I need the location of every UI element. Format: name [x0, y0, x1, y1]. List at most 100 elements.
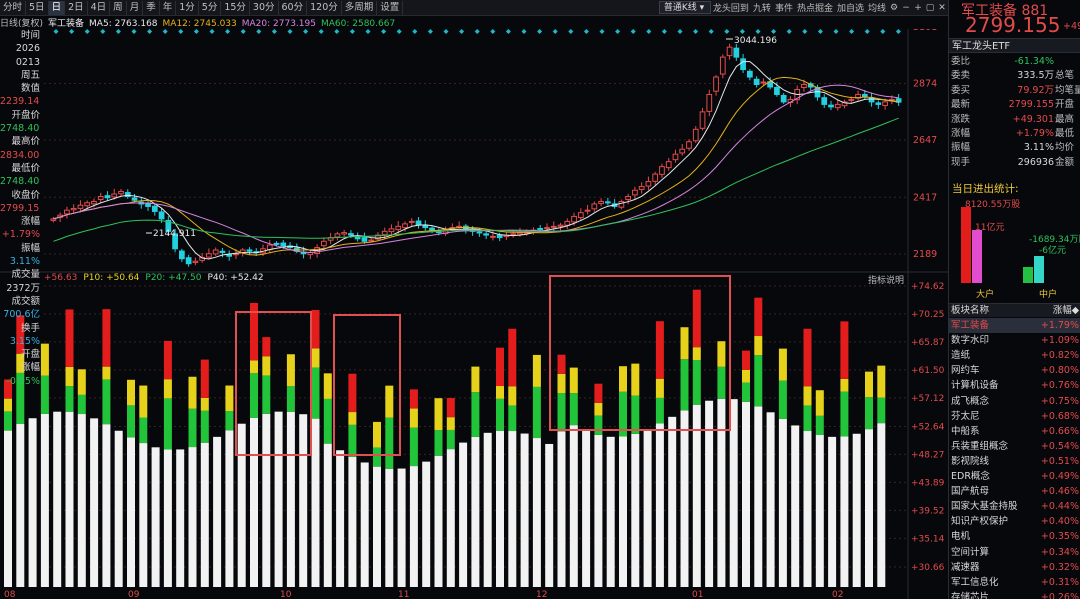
kline-chart[interactable]: 3101 2874 2647 2417 2189 3044.196 2144.911 +74.…: [0, 29, 948, 599]
indicator-bar-base: [803, 431, 812, 587]
indicator-bar-p10: [840, 378, 849, 392]
sector-row[interactable]: 影视院线 +0.51%: [949, 454, 1080, 469]
y-tick-label: 2874: [913, 79, 937, 90]
sector-row[interactable]: 计算机设备 +0.76%: [949, 378, 1080, 393]
candle-body: [334, 233, 341, 238]
period-button[interactable]: 日: [48, 0, 66, 15]
period-button[interactable]: 2日: [65, 0, 88, 15]
period-button[interactable]: 120分: [307, 0, 342, 15]
period-button[interactable]: 多周期: [342, 0, 378, 15]
period-button[interactable]: 60分: [279, 0, 308, 15]
y-tick-label: +57.12: [911, 394, 944, 404]
candle-body: [544, 227, 550, 230]
sector-name: 减速器: [951, 561, 980, 573]
period-button[interactable]: 15分: [221, 0, 250, 15]
sector-row[interactable]: 国家大基金持股 +0.44%: [949, 499, 1080, 514]
related-etf[interactable]: 军工龙头ETF: [949, 38, 1080, 53]
period-button[interactable]: 周: [110, 0, 127, 15]
tool-button[interactable]: 龙头回到: [712, 4, 749, 14]
candle-body: [699, 111, 706, 129]
candle-body: [361, 237, 368, 242]
tool-button[interactable]: 九转: [752, 4, 771, 14]
period-button[interactable]: 4日: [88, 0, 111, 15]
signal-marker: [178, 29, 184, 34]
sector-row[interactable]: 知识产权保护 +0.40%: [949, 514, 1080, 529]
tool-button[interactable]: 热点掘金: [796, 4, 833, 14]
sector-row[interactable]: 存储芯片 +0.26%: [949, 590, 1080, 599]
period-button[interactable]: 年: [160, 0, 177, 15]
indicator-bar-p20: [692, 359, 701, 405]
quote-row: 最新 2799.155 开盘: [949, 98, 1080, 112]
indicator-bar-p10: [225, 385, 234, 412]
sector-row[interactable]: 减速器 +0.32%: [949, 560, 1080, 575]
indicator-bar-base: [65, 411, 74, 587]
quote-label: 涨幅: [951, 128, 971, 139]
sector-list-header: 板块名称 涨幅◆: [949, 303, 1080, 317]
sector-row[interactable]: 国产航母 +0.46%: [949, 484, 1080, 499]
quote-label: 最新: [951, 99, 971, 111]
minus-icon[interactable]: −: [902, 2, 910, 13]
sector-row[interactable]: 中船系 +0.66%: [949, 424, 1080, 439]
indicator-bar-p20: [754, 355, 763, 407]
period-button[interactable]: 5分: [199, 0, 222, 15]
tool-button[interactable]: 均线: [867, 4, 886, 14]
sector-row[interactable]: 造纸 +0.82%: [949, 348, 1080, 363]
period-button[interactable]: 设置: [377, 0, 404, 15]
indicator-bar-v1: [508, 328, 517, 387]
sector-row[interactable]: 芬太尼 +0.68%: [949, 409, 1080, 424]
indicator-bar-p20: [619, 391, 627, 437]
indicator-p20: P20: +47.50: [145, 273, 202, 283]
sector-header-change[interactable]: 涨幅◆: [1052, 305, 1079, 316]
info-panel-value: 数值: [20, 83, 40, 95]
sector-row[interactable]: 数字水印 +1.09%: [949, 333, 1080, 348]
indicator-bar-base: [471, 436, 480, 587]
indicator-bar-p20: [348, 424, 357, 457]
indicator-bar-p20: [385, 417, 394, 469]
period-button[interactable]: 分时: [0, 0, 27, 15]
period-button[interactable]: 1分: [176, 0, 199, 15]
indicator-bar-base: [336, 450, 345, 587]
signal-marker: [521, 29, 527, 34]
indicator-bar-p20: [188, 408, 197, 448]
signal-marker: [162, 29, 168, 34]
tool-button[interactable]: 事件: [774, 4, 793, 14]
sector-row[interactable]: 兵装重组概念 +0.54%: [949, 439, 1080, 454]
kline-type-select[interactable]: 普通K线 ▾: [658, 1, 711, 14]
period-button[interactable]: 30分: [250, 0, 279, 15]
sector-row[interactable]: 空间计算 +0.34%: [949, 545, 1080, 560]
candle-body: [557, 224, 564, 227]
indicator-bar-base: [299, 414, 308, 587]
settings-icon[interactable]: ⚙: [889, 2, 899, 13]
sector-row[interactable]: 电机 +0.35%: [949, 529, 1080, 544]
indicator-p10: P10: +50.64: [83, 273, 140, 283]
indicator-bar-p20: [225, 411, 234, 431]
info-panel-value: 开盘价: [11, 109, 40, 121]
indicator-help-link[interactable]: 指标说明: [868, 276, 905, 286]
sector-row[interactable]: 网约车 +0.80%: [949, 363, 1080, 378]
period-button[interactable]: 5日: [26, 0, 49, 15]
sector-row[interactable]: 军工信息化 +0.31%: [949, 575, 1080, 590]
tool-button[interactable]: 加自选: [836, 4, 864, 14]
restore-icon[interactable]: ▢: [925, 2, 935, 13]
sector-row[interactable]: EDR概念 +0.49%: [949, 469, 1080, 484]
period-button[interactable]: 季: [143, 0, 160, 15]
indicator-bar-p10: [434, 398, 443, 431]
signal-marker: [209, 29, 215, 34]
indicator-bar-v1: [65, 309, 74, 367]
info-panel-value: 成交量: [11, 269, 40, 281]
candle-body: [801, 83, 807, 88]
indicator-bar-p20: [840, 391, 849, 437]
indicator-bar-base: [422, 461, 431, 587]
sector-row[interactable]: 成飞概念 +0.75%: [949, 394, 1080, 409]
candle-body: [625, 196, 632, 200]
sector-row[interactable]: 军工装备 +1.79%: [949, 318, 1080, 333]
quote-label: 涨跌: [951, 113, 971, 125]
candle-body: [50, 218, 57, 221]
indicator-bar-p20: [323, 398, 332, 444]
indicator-bar-base: [397, 468, 406, 587]
period-button[interactable]: 月: [127, 0, 144, 15]
quote-value: +1.79%: [1015, 128, 1054, 139]
close-icon[interactable]: ✕: [938, 2, 946, 13]
plus-icon[interactable]: +: [914, 2, 922, 13]
indicator-bar-base: [483, 432, 492, 587]
